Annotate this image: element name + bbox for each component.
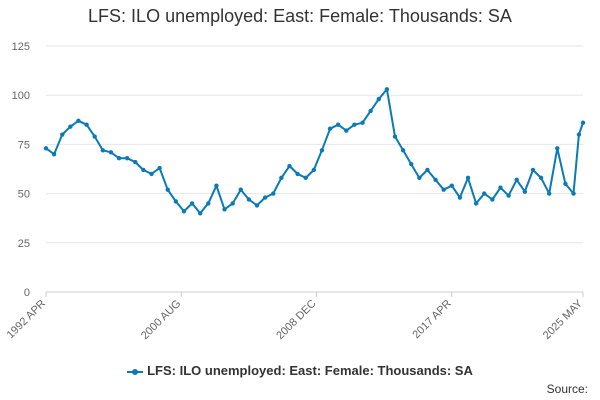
data-point <box>538 175 544 181</box>
data-point <box>498 185 503 190</box>
data-point <box>303 175 308 181</box>
data-point <box>181 209 187 214</box>
y-tick-label: 75 <box>18 139 30 151</box>
data-point <box>51 152 57 157</box>
y-tick-label: 25 <box>18 238 30 250</box>
data-point <box>490 197 495 202</box>
data-point <box>441 187 446 192</box>
series-group <box>43 87 586 216</box>
data-point <box>352 122 357 127</box>
data-point <box>108 150 114 155</box>
data-point <box>506 193 511 198</box>
data-point <box>344 128 349 133</box>
data-point <box>60 132 65 137</box>
data-point <box>84 122 89 127</box>
y-axis-ticks: 0 25 50 75 100 125 <box>12 41 30 299</box>
y-tick-label: 100 <box>12 90 30 102</box>
data-point <box>360 120 365 125</box>
data-point <box>425 167 430 173</box>
x-tick-label: 2008 DEC <box>274 298 318 342</box>
data-point <box>563 181 568 186</box>
data-point <box>92 134 97 139</box>
data-point <box>189 201 195 206</box>
data-point <box>141 167 146 173</box>
data-point <box>214 183 219 188</box>
data-point <box>133 159 138 165</box>
data-point <box>230 201 235 206</box>
chart-title: LFS: ILO unemployed: East: Female: Thous… <box>88 6 512 26</box>
data-point <box>465 175 471 181</box>
data-point <box>222 207 227 212</box>
legend-swatch <box>127 368 144 375</box>
data-point <box>530 167 536 173</box>
data-point <box>124 155 130 161</box>
x-tick-label: 2017 APR <box>410 298 454 342</box>
data-point <box>100 148 106 153</box>
x-tick-label: 1992 APR <box>5 298 49 342</box>
data-point <box>473 201 479 206</box>
data-point <box>522 189 528 194</box>
data-point <box>546 191 552 196</box>
data-point <box>206 201 211 206</box>
source-label: Source: <box>546 382 588 396</box>
data-point <box>368 108 373 114</box>
data-point <box>287 163 292 169</box>
data-point <box>457 195 463 200</box>
data-point <box>571 191 576 196</box>
data-point <box>254 203 260 208</box>
data-point <box>43 146 49 151</box>
data-point <box>198 211 203 216</box>
data-point <box>157 165 162 171</box>
data-point <box>433 177 438 183</box>
legend[interactable]: LFS: ILO unemployed: East: Female: Thous… <box>0 363 600 378</box>
x-axis-ticks: 1992 APR 2000 AUG 2008 DEC 2017 APR 2025 MAY <box>5 292 586 342</box>
data-point <box>295 171 300 177</box>
data-point <box>392 134 398 139</box>
data-point <box>555 146 560 151</box>
data-point <box>580 120 586 125</box>
data-point <box>514 177 519 183</box>
grid-lines <box>46 45 583 244</box>
data-point <box>173 199 179 204</box>
data-point <box>409 161 414 167</box>
data-point <box>116 155 122 161</box>
data-point <box>165 187 170 192</box>
data-point <box>449 183 454 188</box>
x-tick-label: 2000 AUG <box>139 298 183 342</box>
data-point <box>400 148 406 153</box>
data-point <box>482 191 487 196</box>
x-tick-label: 2025 MAY <box>541 297 586 342</box>
y-tick-label: 125 <box>12 41 30 53</box>
data-point <box>417 175 422 181</box>
data-point <box>238 187 243 192</box>
legend-label: LFS: ILO unemployed: East: Female: Thous… <box>147 363 473 378</box>
data-point <box>262 195 268 200</box>
data-point <box>246 197 252 202</box>
data-point <box>68 124 73 129</box>
data-point <box>149 171 154 177</box>
data-point <box>76 118 81 123</box>
series-line <box>45 88 584 215</box>
data-point <box>271 191 276 196</box>
data-point <box>384 87 390 92</box>
data-point <box>576 132 582 137</box>
data-point <box>335 122 341 127</box>
data-point <box>279 175 284 181</box>
data-point <box>311 167 317 173</box>
data-point <box>376 96 381 102</box>
y-tick-label: 50 <box>18 189 30 201</box>
y-tick-label: 0 <box>24 287 30 299</box>
data-point <box>327 126 333 131</box>
data-point <box>319 148 325 153</box>
